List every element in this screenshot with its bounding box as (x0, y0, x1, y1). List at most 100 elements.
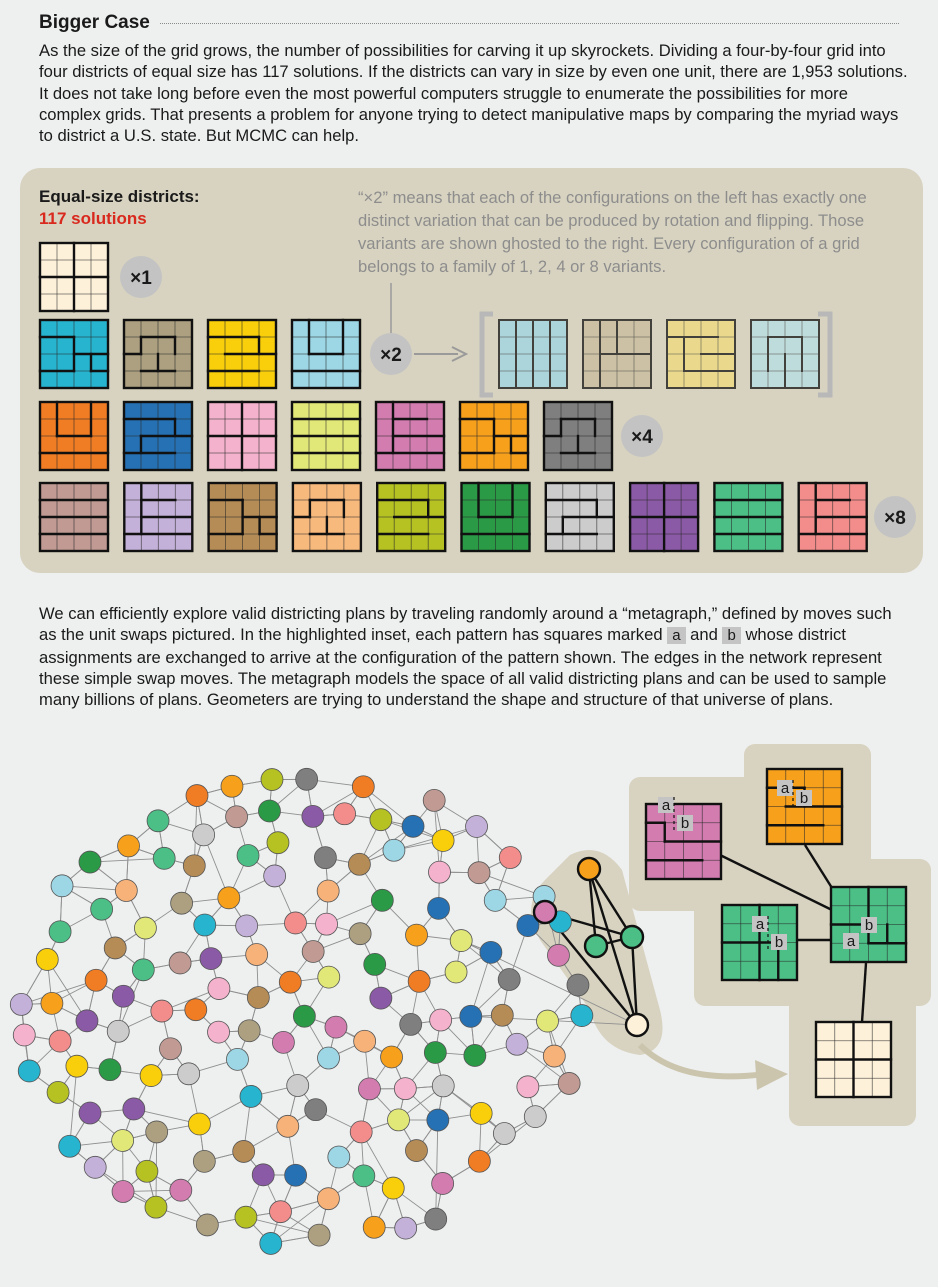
network-node (139, 1064, 163, 1087)
network-node (90, 897, 114, 921)
grid-outline (206, 400, 278, 472)
network-node (295, 767, 319, 791)
swap-square (843, 933, 859, 949)
network-node (401, 814, 425, 838)
network-node (46, 1080, 70, 1104)
ghost-variant-grid (582, 319, 652, 389)
network-node (301, 940, 325, 963)
network-node (188, 1112, 211, 1136)
swap-square (777, 780, 793, 796)
grid-outline (290, 318, 362, 390)
solution-grid (38, 400, 110, 472)
network-node (467, 1149, 491, 1173)
network-node (301, 804, 325, 828)
swap-label-a: a (781, 780, 790, 797)
network-node (405, 923, 428, 947)
network-node (369, 808, 393, 832)
grid-outline (644, 802, 723, 881)
network-node (17, 1059, 41, 1083)
inset-edge (719, 853, 833, 912)
network-node (122, 1097, 146, 1121)
inset-grid-cream (814, 1020, 893, 1099)
network-node (399, 1013, 423, 1036)
network-node (78, 850, 102, 874)
grid-outline (666, 319, 736, 389)
left-bracket (479, 311, 493, 398)
grid-outline (498, 319, 568, 389)
network-node (444, 960, 468, 984)
network-node (313, 846, 337, 870)
network-node (111, 1129, 135, 1152)
network-node (381, 1176, 405, 1200)
swap-square (752, 916, 768, 932)
network-node (492, 1122, 516, 1145)
grid-outline (207, 481, 278, 553)
network-edge (270, 1198, 329, 1244)
grid-outline (291, 481, 363, 553)
grid-outline (460, 481, 531, 553)
multiplier-badge (120, 256, 162, 298)
solution-grid (376, 481, 447, 553)
grid-outline (750, 319, 820, 389)
network-node (98, 1058, 122, 1082)
network-node (315, 912, 338, 936)
grid-outline (765, 767, 844, 846)
solution-grid (207, 481, 278, 553)
network-node (103, 936, 127, 960)
swap-label-a: a (847, 933, 856, 950)
network-node (394, 1216, 418, 1240)
multiplier-label: ×8 (884, 508, 906, 529)
network-node (547, 943, 570, 967)
inset-arrow (637, 1042, 766, 1080)
grid-outline (713, 481, 784, 553)
network-node (260, 768, 284, 791)
solution-grid (206, 400, 278, 472)
network-node (284, 911, 307, 935)
network-node (431, 1074, 455, 1098)
network-edge (46, 959, 88, 1022)
network-node (114, 879, 138, 902)
network-node (135, 1159, 159, 1183)
network-node (426, 1108, 450, 1132)
solution-grid (123, 481, 194, 553)
network-node (258, 799, 281, 823)
network-node (207, 1020, 230, 1044)
network-node (48, 920, 72, 944)
network-node (9, 993, 33, 1016)
network-node (134, 916, 157, 940)
solution-grid (38, 481, 110, 553)
network-node (463, 1044, 487, 1067)
network-node (307, 1223, 331, 1247)
solution-grid (628, 481, 700, 553)
network-node (304, 1098, 328, 1122)
grid-outline (628, 481, 700, 553)
network-node (459, 1004, 483, 1028)
network-node (58, 1134, 82, 1158)
grid-outline (374, 400, 446, 472)
network-edge (435, 1120, 439, 1220)
network-node (146, 809, 170, 833)
network-nodes (9, 767, 650, 1255)
solution-grid (797, 481, 868, 553)
network-node (286, 1074, 310, 1097)
network-node (239, 1085, 263, 1108)
network-node (276, 1114, 300, 1138)
solution-grid (38, 241, 110, 313)
network-edge (89, 857, 165, 863)
network-node (84, 968, 108, 992)
section-title: Bigger Case (39, 12, 160, 34)
swap-label-b: b (865, 917, 873, 934)
network-node (349, 1120, 373, 1144)
network-node (490, 1003, 514, 1027)
network-node (542, 1044, 566, 1068)
network-node (117, 834, 140, 858)
network-node (292, 1004, 316, 1028)
grid-outline (544, 481, 615, 553)
multiplier-label: ×4 (631, 427, 653, 448)
network-node (369, 986, 393, 1010)
network-node (50, 874, 74, 898)
network-node (479, 940, 503, 964)
network-node (516, 914, 540, 937)
network-edge (21, 979, 97, 1005)
